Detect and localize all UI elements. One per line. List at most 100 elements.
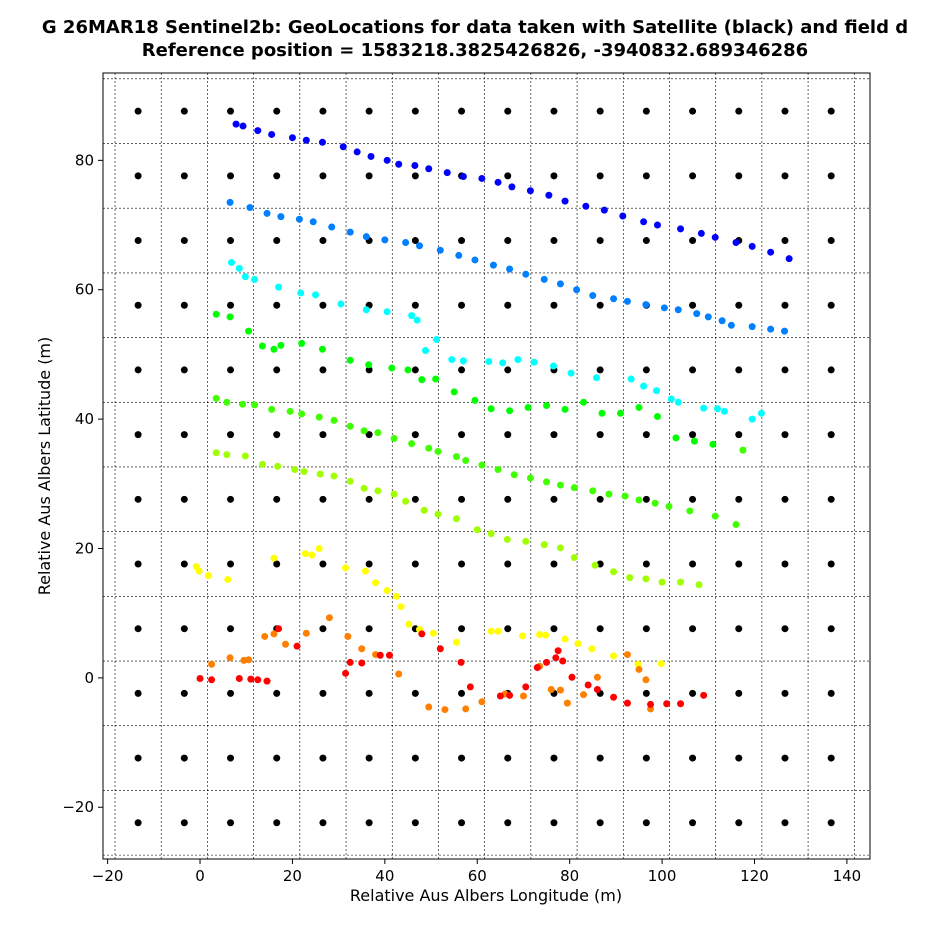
field-point: [353, 148, 361, 156]
field-point: [757, 409, 765, 417]
satellite-point: [550, 495, 558, 503]
field-point: [330, 416, 338, 424]
field-point: [436, 645, 444, 653]
field-point: [591, 561, 599, 569]
field-point: [376, 651, 384, 659]
field-point: [344, 632, 352, 640]
satellite-point: [735, 172, 743, 180]
field-point: [402, 497, 410, 505]
field-point: [540, 275, 548, 283]
field-point: [653, 413, 661, 421]
field-point: [563, 699, 571, 707]
field-point: [374, 429, 382, 437]
satellite-point: [781, 107, 789, 115]
field-point: [494, 466, 502, 474]
satellite-point: [273, 495, 281, 503]
field-point: [619, 212, 627, 220]
field-point: [413, 316, 421, 324]
satellite-point: [458, 107, 466, 115]
satellite-point: [180, 625, 188, 633]
satellite-point: [550, 301, 558, 309]
field-point: [610, 693, 618, 701]
field-point: [433, 336, 441, 344]
field-point: [457, 658, 465, 666]
satellite-point: [319, 431, 327, 439]
x-tick-label: 100: [648, 867, 677, 885]
field-point: [623, 699, 631, 707]
field-point: [549, 362, 557, 370]
field-point: [610, 652, 618, 660]
field-point: [627, 375, 635, 383]
satellite-point: [365, 366, 373, 374]
satellite-point: [827, 495, 835, 503]
field-point: [610, 295, 618, 303]
x-axis-label: Relative Aus Albers Longitude (m): [350, 886, 622, 905]
field-point: [714, 405, 722, 413]
satellite-point: [735, 495, 743, 503]
field-point: [677, 578, 685, 586]
field-point: [232, 120, 240, 128]
field-point: [704, 313, 712, 321]
satellite-point: [827, 172, 835, 180]
field-point: [330, 472, 338, 480]
satellite-point: [180, 237, 188, 245]
field-point: [623, 651, 631, 659]
satellite-point: [180, 301, 188, 309]
satellite-point: [180, 431, 188, 439]
field-point: [610, 568, 618, 576]
field-point: [700, 404, 708, 412]
field-point: [223, 451, 231, 459]
field-point: [600, 206, 608, 214]
satellite-point: [134, 172, 142, 180]
satellite-point: [411, 495, 419, 503]
field-point: [362, 306, 370, 314]
field-point: [540, 541, 548, 549]
satellite-point: [689, 107, 697, 115]
satellite-point: [596, 301, 604, 309]
field-point: [711, 512, 719, 520]
satellite-point: [596, 366, 604, 374]
satellite-point: [781, 431, 789, 439]
field-point: [223, 398, 231, 406]
field-point: [434, 510, 442, 518]
field-point: [300, 467, 308, 475]
field-point: [208, 676, 216, 684]
y-tick-label: 40: [75, 410, 94, 428]
satellite-point: [827, 366, 835, 374]
field-point: [325, 614, 333, 622]
field-point: [785, 255, 793, 263]
field-point: [514, 356, 522, 364]
field-point: [342, 669, 350, 677]
field-point: [589, 487, 597, 495]
satellite-point: [134, 237, 142, 245]
field-point: [298, 410, 306, 418]
satellite-point: [458, 560, 466, 568]
satellite-point: [781, 495, 789, 503]
field-point: [441, 706, 449, 714]
field-point: [647, 700, 655, 708]
field-point: [616, 409, 624, 417]
satellite-point: [827, 301, 835, 309]
field-point: [473, 526, 481, 534]
satellite-point: [458, 754, 466, 762]
field-point: [226, 654, 234, 662]
field-point: [297, 289, 305, 297]
field-point: [318, 138, 326, 146]
satellite-point: [365, 107, 373, 115]
field-point: [301, 550, 309, 558]
series-5: [212, 394, 747, 529]
satellite-point: [550, 625, 558, 633]
series-4: [212, 310, 717, 448]
satellite-point: [550, 107, 558, 115]
satellite-point: [504, 754, 512, 762]
field-point: [358, 645, 366, 653]
satellite-point: [504, 560, 512, 568]
field-point: [346, 228, 354, 236]
field-point: [346, 356, 354, 364]
field-point: [510, 471, 518, 479]
field-point: [478, 461, 486, 469]
field-point: [372, 579, 380, 587]
field-point: [584, 681, 592, 689]
satellite-point: [180, 107, 188, 115]
field-point: [543, 478, 551, 486]
